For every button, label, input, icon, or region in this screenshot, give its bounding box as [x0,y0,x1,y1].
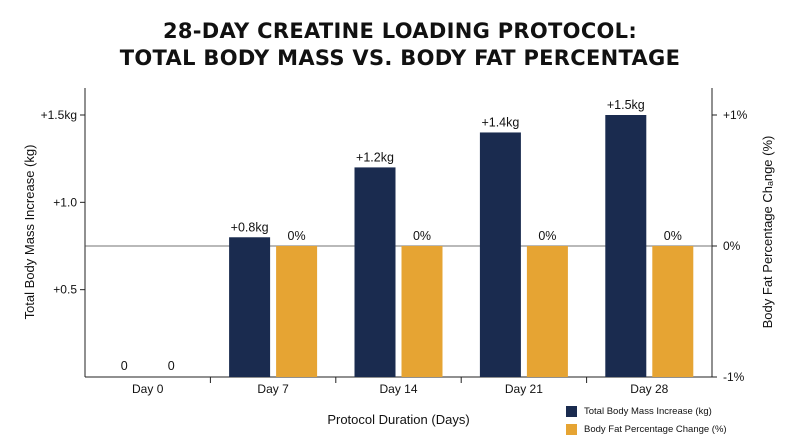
data-label-body-fat: 0 [168,359,175,373]
bar-body-mass [479,132,521,377]
right-tick-label: +1% [723,108,748,122]
legend: Total Body Mass Increase (kg) Body Fat P… [566,402,727,438]
bar-body-fat [652,246,694,377]
left-tick-label: +1.5kg [41,108,77,122]
legend-label-fat: Body Fat Percentage Change (%) [584,423,727,435]
legend-swatch-fat [566,423,577,435]
left-tick-label: +1.0 [53,195,77,209]
legend-swatch-mass [566,405,577,417]
bar-body-mass [354,167,396,377]
y-axis-title-right: Body Fat Percentage Chₐnge (%) [760,136,775,329]
legend-item-fat: Body Fat Percentage Change (%) [566,420,727,438]
data-label-body-mass: +1.2kg [356,150,394,164]
data-label-body-fat: 0% [413,229,431,243]
right-tick-label: 0% [723,239,741,253]
left-tick-label: +0.5 [53,283,77,297]
data-label-body-fat: 0% [538,229,556,243]
y-axis-title-left: Total Body Mass Increase (kg) [22,145,37,320]
data-label-body-mass: +1.5kg [607,98,645,112]
bar-body-fat [401,246,443,377]
data-label-body-mass: 0 [121,359,128,373]
x-tick-label: Day 0 [132,382,164,396]
legend-label-mass: Total Body Mass Increase (kg) [584,405,712,417]
bar-body-mass [229,237,271,377]
x-tick-label: Day 21 [505,382,543,396]
bar-body-mass [605,115,647,377]
bar-body-fat [276,246,318,377]
data-label-body-mass: +0.8kg [231,220,269,234]
chart-title-line-1: 28-DAY CREATINE LOADING PROTOCOL: [162,19,638,43]
x-tick-label: Day 7 [257,382,289,396]
x-tick-label: Day 28 [630,382,668,396]
data-label-body-fat: 0% [288,229,306,243]
data-label-body-fat: 0% [664,229,682,243]
bar-body-fat [526,246,568,377]
chart-title-line-2: TOTAL BODY MASS VS. BODY FAT PERCENTAGE [119,46,681,70]
x-axis-title: Protocol Duration (Days) [327,412,469,427]
right-tick-label: -1% [723,370,745,384]
legend-item-mass: Total Body Mass Increase (kg) [566,402,727,420]
x-tick-label: Day 14 [379,382,417,396]
chart-title: 28-DAY CREATINE LOADING PROTOCOL: TOTAL … [0,18,800,72]
data-label-body-mass: +1.4kg [481,115,519,129]
